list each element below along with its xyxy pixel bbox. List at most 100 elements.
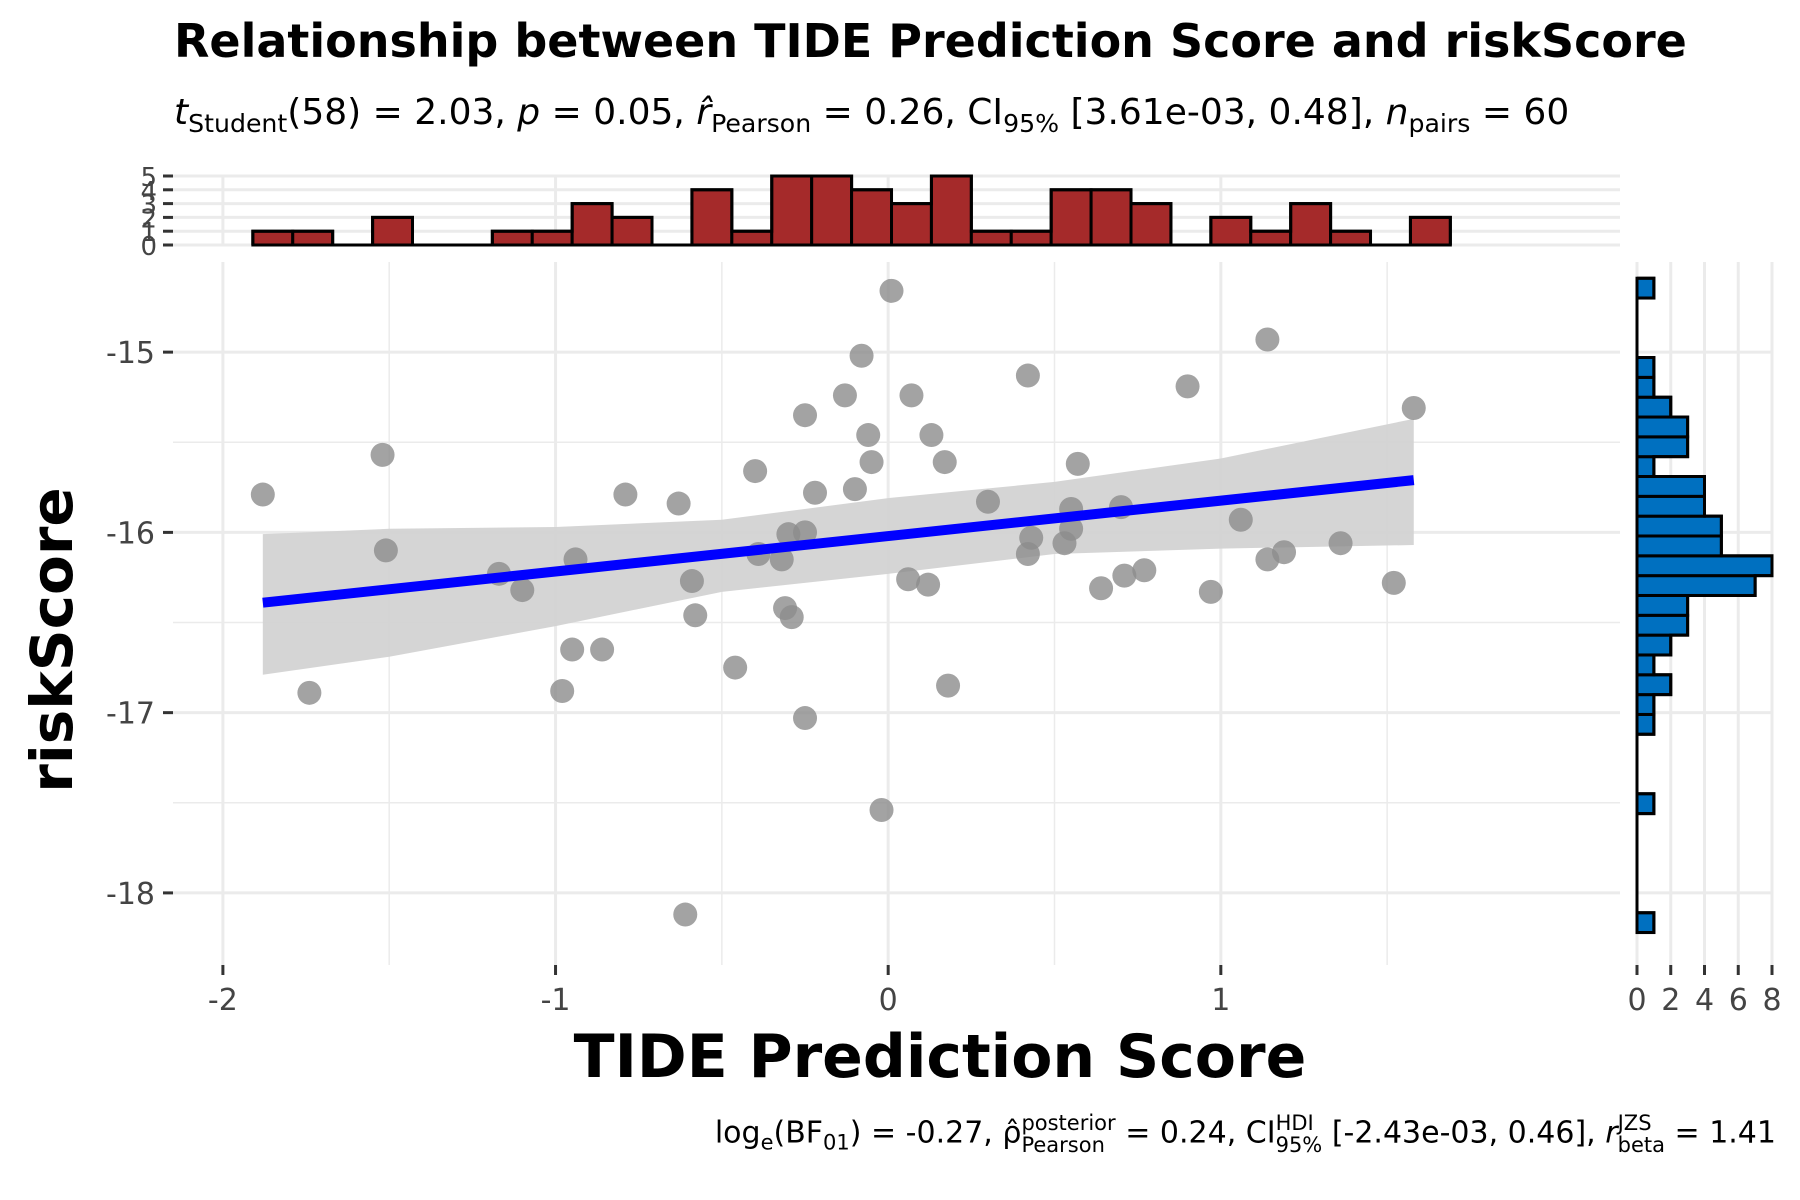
data-point: [1198, 579, 1223, 604]
r-beta-label: r: [1605, 1115, 1618, 1151]
data-point: [250, 482, 275, 507]
top-hist-bar: [1329, 229, 1373, 247]
x-tick-label: -2: [208, 983, 238, 1018]
data-point: [673, 902, 698, 927]
side-hist-bar: [1635, 554, 1774, 578]
side-hist-bar: [1635, 653, 1656, 677]
top-hist-bar: [1129, 202, 1173, 247]
top-hist-bar: [770, 174, 814, 247]
side-hist-tick-label: 6: [1729, 983, 1748, 1018]
side-hist-bar: [1635, 693, 1656, 716]
side-hist-bar: [1635, 356, 1656, 379]
side-hist-bar: [1635, 574, 1757, 597]
data-point: [1015, 363, 1040, 388]
top-hist-bar: [730, 229, 774, 247]
top-hist-bar: [490, 229, 534, 247]
top-hist-bar: [1408, 215, 1452, 247]
ci-sub-caption: 95%: [1275, 1133, 1323, 1158]
data-point: [1228, 507, 1253, 532]
r-beta-sub: beta: [1617, 1133, 1665, 1158]
side-hist-bar: [1635, 475, 1706, 498]
side-hist-bar: [1635, 633, 1673, 657]
data-point: [916, 572, 941, 597]
regression-line: [262, 475, 1415, 608]
data-point: [1065, 451, 1090, 476]
data-point: [869, 797, 894, 822]
data-point: [919, 423, 944, 448]
top-hist-bar: [1289, 202, 1333, 247]
ci-text: [3.61e-03, 0.48],: [1070, 92, 1375, 133]
r-label: r̂: [696, 92, 712, 133]
top-hist-bar: [530, 229, 574, 247]
top-hist-tick-label: 2: [140, 204, 157, 234]
data-point: [779, 605, 804, 630]
data-point: [550, 679, 575, 704]
data-point: [666, 491, 691, 516]
data-point: [859, 450, 884, 475]
data-point: [975, 489, 1000, 514]
rho-text: = 0.24,: [1125, 1115, 1237, 1151]
x-tick-label: -1: [541, 983, 571, 1018]
rho-label: ρ̂: [1002, 1115, 1022, 1151]
side-hist-bar: [1635, 792, 1656, 816]
top-hist-tick-label: 5: [140, 163, 157, 193]
data-point: [1328, 531, 1353, 556]
data-point: [679, 569, 704, 594]
data-point: [842, 477, 867, 502]
data-point: [936, 673, 961, 698]
r-beta-sup: JZS: [1617, 1111, 1652, 1135]
r-sub: Pearson: [711, 109, 812, 139]
data-point: [899, 383, 924, 408]
side-hist-tick-label: 8: [1762, 983, 1781, 1018]
side-hist-bar: [1635, 494, 1706, 518]
p-label: p: [517, 92, 541, 133]
y-axis-label: riskScore: [18, 487, 86, 793]
data-point: [590, 637, 615, 662]
top-hist-bar: [1089, 188, 1133, 247]
data-point: [723, 655, 748, 680]
top-hist-bar: [890, 202, 933, 247]
top-hist-tick-label: 4: [140, 177, 157, 207]
x-axis-label: TIDE Prediction Score: [573, 1022, 1307, 1092]
data-point: [1381, 570, 1406, 595]
rho-sup: posterior: [1021, 1111, 1116, 1135]
data-point: [1175, 374, 1200, 399]
y-tick-label: -16: [106, 516, 155, 551]
bf-text: ) = -0.27,: [849, 1115, 993, 1151]
top-hist-bar: [610, 215, 654, 247]
top-hist-tick-label: 3: [140, 191, 157, 221]
side-hist-bar: [1635, 276, 1656, 300]
data-point: [793, 706, 818, 731]
r-beta-text: = 1.41: [1674, 1115, 1776, 1151]
data-point: [769, 547, 794, 572]
data-point: [1059, 516, 1084, 541]
side-hist-bar: [1635, 435, 1690, 459]
bf-sub: 01: [823, 1130, 850, 1155]
t-sub: Student: [188, 109, 288, 139]
side-hist-bar: [1635, 534, 1723, 558]
data-point: [793, 403, 818, 428]
y-tick-label: -15: [106, 336, 155, 371]
top-hist-bar: [1049, 188, 1093, 247]
data-point: [803, 480, 828, 505]
data-point: [373, 538, 398, 563]
n-text: = 60: [1481, 92, 1570, 133]
side-hist-bar: [1635, 673, 1673, 697]
rho-sub: Pearson: [1021, 1133, 1105, 1158]
data-point: [1089, 576, 1114, 601]
top-hist-bar: [850, 188, 894, 247]
top-hist-bar: [969, 229, 1013, 247]
data-point: [896, 567, 921, 592]
side-hist-bar: [1635, 712, 1656, 736]
data-point: [1112, 563, 1137, 588]
side-hist-bar: [1635, 613, 1690, 637]
top-hist-bar: [690, 188, 734, 247]
bf-label: (BF: [773, 1115, 824, 1151]
data-point: [1272, 540, 1297, 565]
r-text: = 0.26,: [822, 92, 956, 133]
ci-label: CI: [967, 92, 1004, 133]
side-hist-bar: [1635, 911, 1656, 935]
ci-sup: HDI: [1275, 1111, 1314, 1135]
